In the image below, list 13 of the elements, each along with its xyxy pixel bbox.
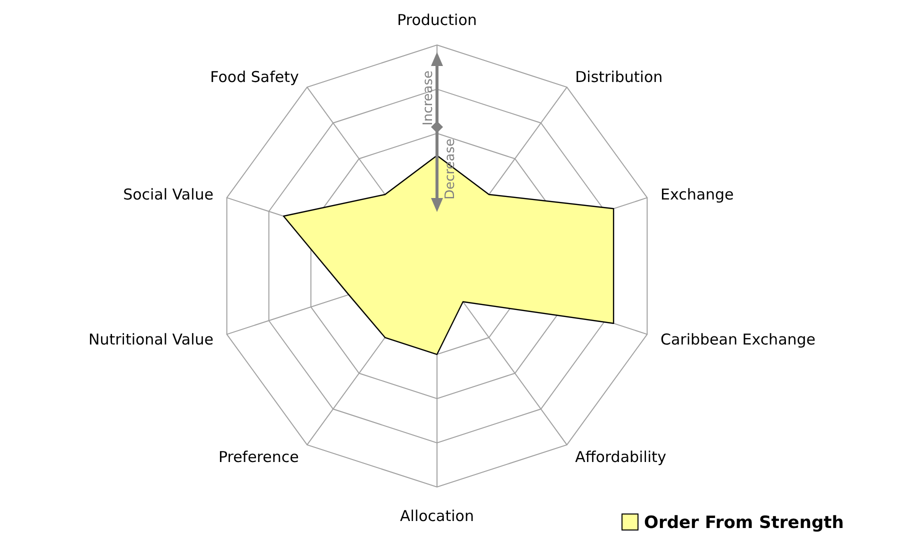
text: Decrease xyxy=(443,138,458,200)
spoke-label: Exchange xyxy=(660,185,734,204)
spoke-label: Preference xyxy=(218,448,299,466)
spoke-label: Social Value xyxy=(123,185,214,204)
spoke-label: Food Safety xyxy=(210,68,299,86)
spoke-label: Affordability xyxy=(575,448,666,466)
text: Increase xyxy=(421,70,436,126)
spoke-label: Caribbean Exchange xyxy=(660,330,816,349)
legend-label: Order From Strength xyxy=(644,513,844,533)
spoke-label: Distribution xyxy=(575,68,663,86)
spoke-label: Allocation xyxy=(400,507,474,525)
spoke-label: Production xyxy=(397,11,477,29)
spoke-label: Nutritional Value xyxy=(88,330,214,349)
